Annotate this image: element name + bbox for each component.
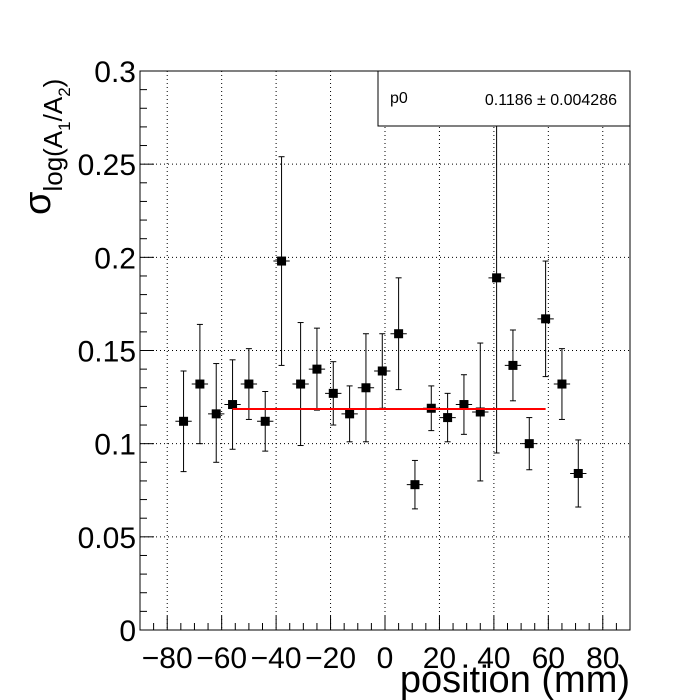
point-marker [312, 364, 322, 374]
x-tick-labels: −80 −60 −40 −20 0 20 40 60 80 [142, 642, 620, 675]
point-marker [475, 407, 485, 417]
y-axis-title-sub1: 1 [55, 121, 74, 130]
point-marker [260, 416, 270, 426]
y-tick-label: 0 [119, 615, 136, 648]
x-axis-title: position (mm) [400, 659, 630, 700]
point-marker [410, 480, 420, 490]
point-marker [557, 379, 567, 389]
y-tick-label: 0.1 [94, 429, 136, 462]
point-marker [492, 273, 502, 283]
point-marker [195, 379, 205, 389]
data-point [521, 417, 538, 471]
data-point [325, 361, 342, 426]
data-point [455, 374, 473, 435]
point-marker [541, 314, 551, 324]
y-tick-label: 0.05 [78, 522, 136, 555]
point-marker [508, 360, 518, 370]
data-point [175, 370, 192, 473]
point-marker [459, 400, 469, 410]
point-marker [228, 400, 238, 410]
data-point [537, 260, 554, 378]
x-tick-label: 0 [377, 642, 394, 675]
axis-ticks [139, 70, 631, 631]
stats-param-name: p0 [390, 90, 408, 107]
x-tick-label: 40 [477, 642, 510, 675]
y-tick-label: 0.25 [78, 149, 136, 182]
point-marker [345, 409, 355, 419]
point-marker [328, 388, 338, 398]
data-point [341, 385, 358, 443]
x-tick-label: −80 [142, 642, 193, 675]
x-tick-label: −20 [305, 642, 356, 675]
data-point [570, 439, 587, 508]
x-tick-label: 20 [423, 642, 456, 675]
data-point [191, 323, 209, 445]
y-axis-title-sub-mid: /A [38, 96, 68, 121]
x-tick-label: −40 [251, 642, 302, 675]
point-marker [179, 416, 189, 426]
stats-param-value: 0.1186 ± 0.004286 [485, 92, 617, 109]
y-tick-label: 0.2 [94, 242, 136, 275]
data-point [357, 333, 375, 443]
stats-box-frame [377, 70, 631, 127]
data-point [553, 348, 571, 420]
y-axis-title-sigma: σ [17, 192, 59, 215]
data-point [504, 329, 522, 402]
x-tick-label: 80 [586, 642, 619, 675]
point-marker [377, 366, 387, 376]
data-point [308, 327, 326, 411]
stats-box: p0 0.1186 ± 0.004286 [377, 70, 631, 127]
data-point [273, 156, 290, 366]
point-marker [573, 468, 583, 478]
point-marker [361, 383, 371, 393]
point-marker [394, 329, 404, 339]
data-point [208, 363, 225, 463]
point-marker [211, 409, 221, 419]
x-tick-label: 60 [532, 642, 565, 675]
point-marker [244, 379, 254, 389]
point-marker [524, 439, 534, 449]
y-tick-labels: 0 0.05 0.1 0.15 0.2 0.25 0.3 [78, 56, 136, 648]
data-point [406, 459, 424, 510]
point-marker [443, 413, 453, 423]
data-point [439, 392, 456, 443]
data-point [224, 359, 241, 450]
y-axis-title-sub-suffix: ) [38, 79, 68, 88]
data-point [390, 277, 407, 391]
y-axis-title-sub2: 2 [55, 87, 74, 96]
y-tick-label: 0.15 [78, 336, 136, 369]
point-marker [296, 379, 306, 389]
y-tick-label: 0.3 [94, 56, 136, 89]
data-point [257, 390, 274, 452]
y-axis-title-sub-prefix: log(A [38, 130, 68, 191]
x-tick-label: −60 [196, 642, 247, 675]
y-axis-title: σlog(A1/A2) [17, 79, 74, 215]
data-point [472, 342, 489, 482]
svg-text:σlog(A1/A2): σlog(A1/A2) [17, 79, 74, 215]
point-marker [277, 256, 287, 266]
data-point [240, 348, 258, 420]
data-point [292, 322, 309, 447]
